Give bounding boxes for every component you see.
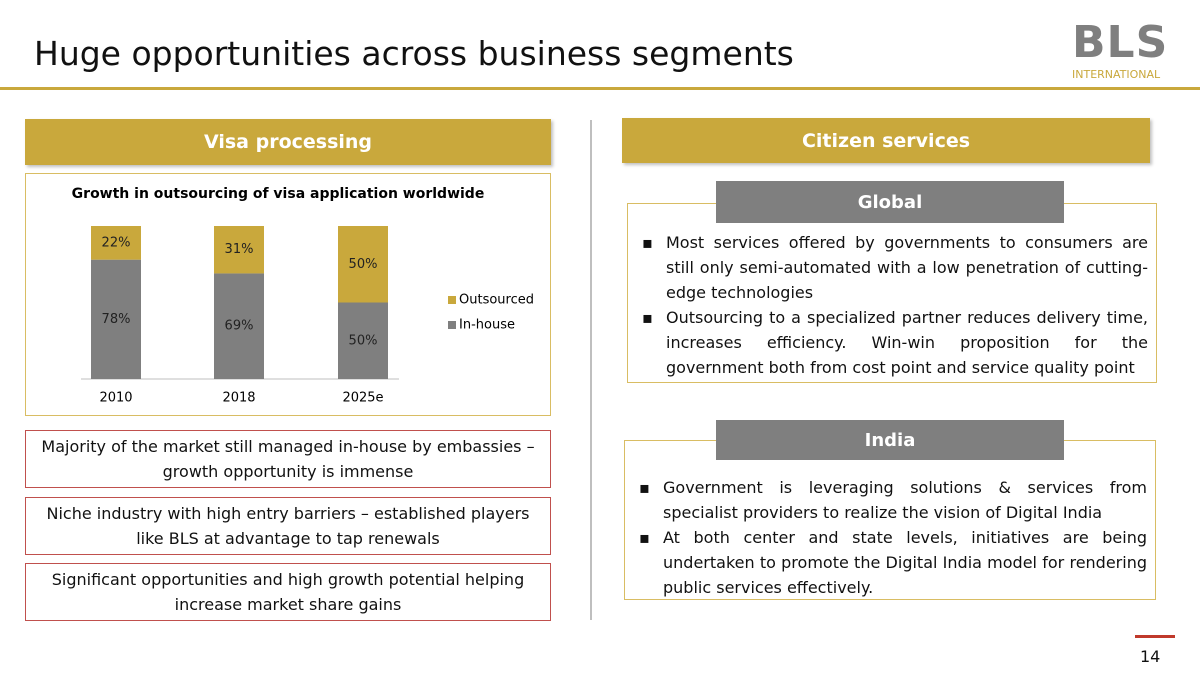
data-label: 50% (349, 333, 378, 348)
bar-segment (338, 302, 388, 379)
data-label: 69% (225, 319, 254, 334)
legend-label: In-house (459, 318, 515, 333)
legend-label: Outsourced (459, 293, 534, 308)
chart-title: Growth in outsourcing of visa applicatio… (72, 186, 485, 202)
bullet: Government is leveraging solutions & ser… (635, 475, 1147, 525)
subsection-label: Global (716, 181, 1064, 223)
x-tick-label: 2025e (342, 391, 383, 406)
divider (590, 120, 592, 620)
logo-subtitle: INTERNATIONAL (1072, 68, 1161, 81)
x-tick-label: 2010 (99, 391, 132, 406)
section-header: Visa processing (25, 119, 551, 165)
x-tick-label: 2018 (222, 391, 255, 406)
legend-swatch (448, 321, 456, 329)
point-box: Significant opportunities and high growt… (25, 563, 551, 621)
subsection-label: India (716, 420, 1064, 460)
title-rule (0, 87, 1200, 90)
bullet-list: Government is leveraging solutions & ser… (635, 475, 1147, 600)
bullet: At both center and state levels, initiat… (635, 525, 1147, 600)
data-label: 22% (102, 235, 131, 250)
legend-swatch (448, 296, 456, 304)
chart: Growth in outsourcing of visa applicatio… (72, 186, 534, 406)
bar-segment (91, 226, 141, 260)
data-label: 31% (225, 242, 254, 257)
data-label: 78% (102, 312, 131, 327)
section-header: Citizen services (622, 118, 1150, 163)
page-number: 14 (1140, 647, 1161, 666)
bar-segment (214, 226, 264, 274)
bullet: Outsourcing to a specialized partner red… (638, 305, 1148, 380)
slide-title: Huge opportunities across business segme… (34, 34, 794, 73)
chart-frame: Growth in outsourcing of visa applicatio… (25, 173, 551, 416)
data-label: 50% (349, 257, 378, 272)
footer-rule (1135, 635, 1175, 638)
bullet: Most services offered by governments to … (638, 230, 1148, 305)
bar-segment (338, 226, 388, 303)
point-box: Niche industry with high entry barriers … (25, 497, 551, 555)
global-box: Most services offered by governments to … (627, 203, 1157, 383)
bar-segment (91, 259, 141, 379)
bar-segment (214, 273, 264, 379)
india-box: Government is leveraging solutions & ser… (624, 440, 1156, 600)
logo-name: BLS (1072, 17, 1169, 68)
point-box: Majority of the market still managed in-… (25, 430, 551, 488)
bullet-list: Most services offered by governments to … (638, 230, 1148, 380)
